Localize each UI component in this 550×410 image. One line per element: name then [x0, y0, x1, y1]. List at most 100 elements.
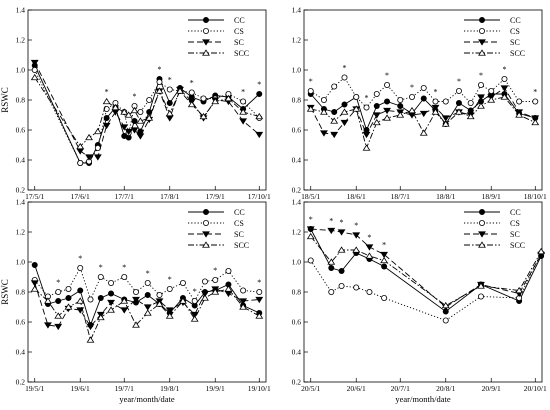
y-tick-label: 1.4: [16, 6, 26, 15]
plot-frame: [303, 201, 543, 383]
series-line-scc: [34, 77, 260, 148]
legend-marker-sc: [202, 231, 210, 238]
point-cc: [31, 261, 38, 268]
significance-mark: *: [342, 64, 346, 73]
point-scc: [111, 103, 120, 111]
point-scc: [102, 97, 111, 105]
y-tick-label: 0.8: [16, 288, 26, 297]
point-cs: [307, 88, 314, 95]
point-scc: [155, 87, 164, 94]
y-tick-label: 1.0: [16, 66, 26, 75]
point-scc: [120, 108, 129, 115]
point-sc: [85, 154, 93, 161]
point-sc: [380, 251, 389, 259]
series-line-cs: [310, 252, 542, 322]
significance-mark: *: [533, 88, 537, 97]
point-cs: [55, 288, 62, 295]
point-scc: [44, 297, 52, 304]
point-scc: [201, 294, 209, 301]
point-cs: [212, 276, 219, 283]
point-scc: [500, 93, 509, 100]
series-scc: [30, 285, 264, 343]
point-cs: [467, 100, 474, 107]
y-tick-label: 1.0: [16, 258, 26, 267]
point-cs: [307, 257, 314, 264]
point-cs: [225, 267, 232, 274]
significance-mark: *: [354, 221, 358, 230]
point-scc: [255, 112, 264, 120]
legend-label-cc: CC: [234, 208, 245, 217]
legend-marker-sc: [478, 39, 486, 46]
legend-marker-cc: [478, 16, 485, 23]
point-cs: [381, 294, 388, 301]
series-line-scc: [310, 236, 542, 307]
point-sc: [362, 131, 371, 139]
point-sc: [531, 115, 540, 122]
point-scc: [372, 118, 381, 126]
series-line-sc: [34, 62, 260, 158]
point-scc: [120, 297, 129, 304]
x-tick-label: 20/9/1: [482, 384, 501, 393]
significance-mark: *: [146, 269, 150, 278]
point-cc: [381, 263, 388, 270]
point-sc: [30, 280, 39, 287]
significance-mark: *: [502, 65, 506, 74]
significance-mark: *: [367, 233, 371, 242]
point-scc: [537, 247, 546, 255]
point-sc: [352, 232, 361, 239]
point-sc: [419, 110, 428, 118]
point-scc: [85, 133, 93, 141]
point-sc: [477, 94, 485, 101]
series-line-sc: [310, 228, 542, 308]
point-cs: [97, 273, 104, 280]
significance-mark: *: [479, 71, 483, 80]
point-scc: [190, 315, 199, 322]
point-scc: [441, 301, 450, 309]
legend-marker-cc: [202, 16, 209, 23]
point-cs: [338, 282, 345, 289]
x-tick-label: 17/5/1: [25, 192, 44, 201]
point-scc: [380, 256, 389, 264]
point-cs: [87, 296, 94, 303]
significance-mark: *: [257, 278, 261, 287]
point-scc: [76, 142, 85, 150]
significance-mark: *: [122, 263, 126, 272]
series-cc: [31, 62, 263, 166]
significance-mark: *: [329, 217, 333, 226]
y-tick-label: 0.6: [292, 126, 302, 135]
significance-mark: *: [241, 88, 245, 97]
chart-panel-bottom-left: 0.2 0.4 0.6 0.8 1.0 1.2 1.4 19/5/1 19/6/1 19/7/1 1…: [0, 198, 271, 405]
point-sc: [165, 115, 174, 122]
point-cs: [373, 91, 380, 98]
y-tick-label: 0.4: [292, 348, 302, 357]
point-cs: [353, 284, 360, 291]
legend-label-cs: CS: [510, 219, 520, 228]
significance-mark: *: [157, 65, 161, 74]
point-sc: [330, 131, 339, 139]
point-scc: [211, 97, 220, 105]
legend-marker-cs: [478, 219, 485, 226]
point-cs: [331, 83, 338, 90]
x-tick-label: 18/9/1: [482, 192, 501, 201]
point-cs: [455, 88, 462, 95]
point-cs: [166, 86, 173, 93]
significance-mark: *: [168, 76, 172, 85]
x-tick-label: 18/10/1: [524, 192, 547, 201]
point-cs: [353, 94, 360, 101]
point-scc: [515, 286, 524, 294]
y-tick-label: 1.2: [16, 228, 26, 237]
y-tick-label: 0.2: [292, 378, 302, 387]
point-sc: [431, 104, 440, 112]
significance-mark: *: [382, 241, 386, 250]
legend-marker-sc: [478, 231, 486, 238]
significance-mark: *: [309, 77, 313, 86]
x-tick-label: 17/6/1: [71, 192, 90, 201]
y-tick-label: 1.2: [292, 228, 302, 237]
series-cs: [31, 264, 263, 304]
significance-mark: *: [213, 266, 217, 275]
point-cc: [65, 294, 72, 301]
x-tick-label: 19/8/1: [160, 384, 179, 393]
point-cs: [132, 288, 139, 295]
point-scc: [224, 285, 233, 292]
point-cs: [191, 297, 198, 304]
